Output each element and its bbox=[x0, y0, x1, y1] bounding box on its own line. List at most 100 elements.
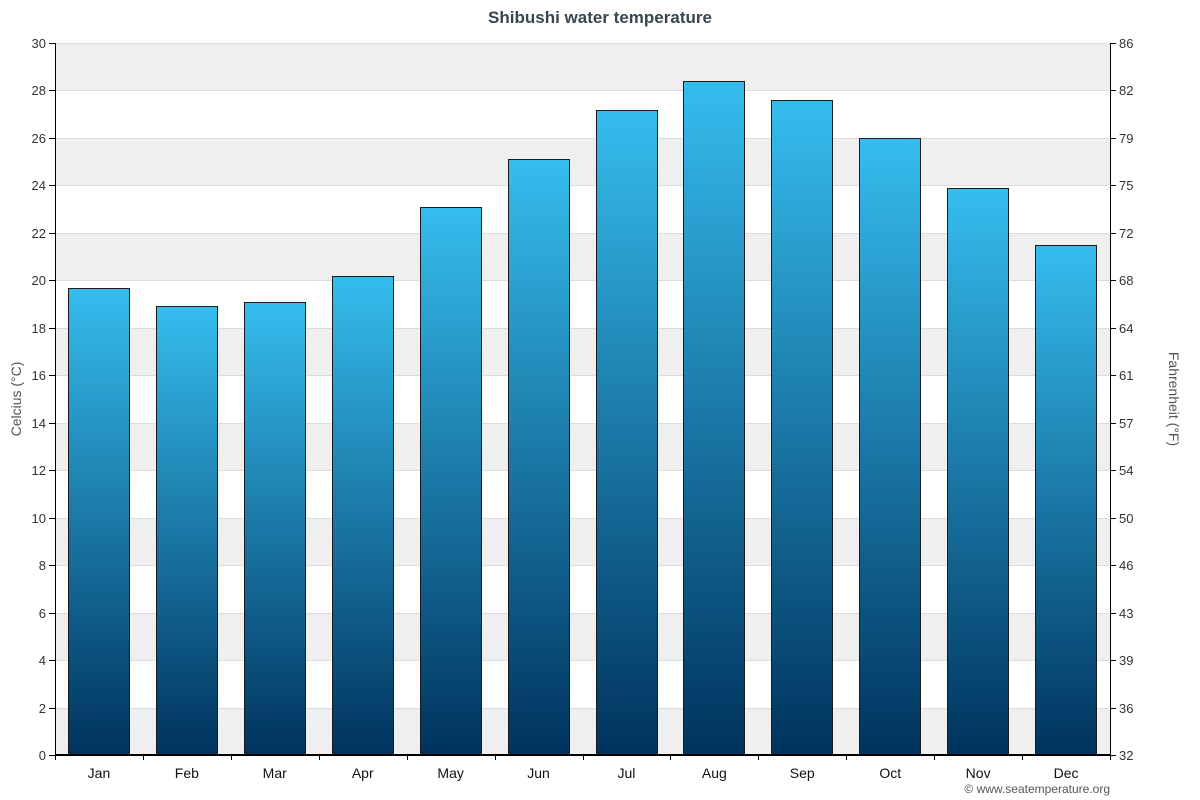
y-tick-left bbox=[49, 232, 55, 234]
bar-apr[interactable] bbox=[331, 275, 394, 755]
plot-band bbox=[55, 422, 1110, 471]
bar-may[interactable] bbox=[419, 206, 482, 755]
y-tick-right bbox=[1110, 185, 1116, 187]
x-tick-label: Jul bbox=[617, 765, 636, 781]
y-tick-left bbox=[49, 707, 55, 709]
y-tick-left bbox=[49, 185, 55, 187]
gridline bbox=[55, 232, 1110, 234]
gridline bbox=[55, 707, 1110, 709]
x-tick bbox=[142, 755, 144, 760]
y-tick-label-fahrenheit: 75 bbox=[1119, 178, 1134, 194]
y-tick-label-celsius: 0 bbox=[38, 748, 46, 763]
bar-oct[interactable] bbox=[859, 137, 922, 755]
bar-aug[interactable] bbox=[683, 81, 746, 755]
x-tick bbox=[406, 755, 408, 760]
x-tick bbox=[934, 755, 936, 760]
y-tick-right bbox=[1110, 280, 1116, 282]
y-tick-label-celsius: 24 bbox=[31, 178, 46, 194]
x-tick-label: Nov bbox=[965, 765, 991, 781]
bar-mar[interactable] bbox=[243, 301, 306, 755]
y-tick-label-celsius: 4 bbox=[38, 653, 46, 669]
y-tick-label-fahrenheit: 46 bbox=[1119, 558, 1134, 574]
bar-nov[interactable] bbox=[947, 187, 1010, 755]
y-tick-label-fahrenheit: 36 bbox=[1119, 700, 1134, 716]
plot-band bbox=[55, 707, 1110, 755]
y-tick-left bbox=[49, 90, 55, 92]
y-tick-label-celsius: 20 bbox=[31, 273, 46, 289]
y-tick-left bbox=[49, 422, 55, 424]
bar-sep[interactable] bbox=[771, 100, 834, 755]
y-tick-label-celsius: 16 bbox=[31, 368, 46, 384]
y-tick-right bbox=[1110, 422, 1116, 424]
y-tick-right bbox=[1110, 660, 1116, 662]
x-tick-label: Oct bbox=[879, 765, 902, 781]
bar-jan[interactable] bbox=[68, 287, 130, 755]
gridline bbox=[55, 422, 1110, 424]
y-tick-left bbox=[49, 470, 55, 472]
x-axis-bottom bbox=[55, 754, 1111, 756]
y-tick-label-fahrenheit: 50 bbox=[1119, 510, 1134, 526]
plot-band bbox=[55, 517, 1110, 566]
plot-band bbox=[55, 137, 1110, 186]
y-tick-right bbox=[1110, 565, 1116, 567]
x-tick-label: Mar bbox=[262, 765, 287, 781]
y-tick-left bbox=[49, 327, 55, 329]
y-tick-label-fahrenheit: 86 bbox=[1119, 36, 1134, 51]
y-tick-left bbox=[49, 565, 55, 567]
x-tick-label: Jun bbox=[527, 765, 550, 781]
y-tick-label-celsius: 2 bbox=[38, 700, 46, 716]
plot-band bbox=[55, 565, 1110, 613]
gridline bbox=[55, 660, 1110, 662]
x-tick bbox=[318, 755, 320, 760]
y-tick-label-celsius: 6 bbox=[38, 605, 46, 621]
x-tick bbox=[1110, 755, 1111, 760]
y-tick-right bbox=[1110, 470, 1116, 472]
x-tick-label: Aug bbox=[701, 765, 727, 781]
y-axis-right bbox=[1110, 43, 1111, 755]
y-tick-label-fahrenheit: 57 bbox=[1119, 415, 1134, 431]
gridline bbox=[55, 517, 1110, 519]
bar-jun[interactable] bbox=[507, 159, 570, 755]
y-tick-label-fahrenheit: 61 bbox=[1119, 368, 1134, 384]
gridline bbox=[55, 43, 1110, 44]
y-tick-left bbox=[49, 755, 55, 756]
y-tick-label-celsius: 26 bbox=[31, 130, 46, 146]
y-tick-label-fahrenheit: 54 bbox=[1119, 463, 1134, 479]
y-tick-label-celsius: 28 bbox=[31, 83, 46, 99]
y-tick-label-celsius: 10 bbox=[31, 510, 46, 526]
plot-band bbox=[55, 43, 1110, 91]
plot-band bbox=[55, 280, 1110, 328]
y-axis-left bbox=[55, 43, 56, 755]
y-tick-label-celsius: 12 bbox=[31, 463, 46, 479]
y-tick-right bbox=[1110, 232, 1116, 234]
y-tick-right bbox=[1110, 517, 1116, 519]
y-tick-right bbox=[1110, 90, 1116, 92]
plot-band bbox=[55, 612, 1110, 661]
x-tick bbox=[1022, 755, 1024, 760]
y-tick-left bbox=[49, 280, 55, 282]
bar-dec[interactable] bbox=[1035, 244, 1097, 755]
gridline bbox=[55, 280, 1110, 282]
x-tick bbox=[230, 755, 232, 760]
bar-feb[interactable] bbox=[155, 306, 218, 755]
y-tick-label-fahrenheit: 68 bbox=[1119, 273, 1134, 289]
plot-band bbox=[55, 660, 1110, 708]
chart-title: Shibushi water temperature bbox=[488, 8, 712, 27]
y-tick-left bbox=[49, 660, 55, 662]
right-axis-title: Fahrenheit (°F) bbox=[1166, 351, 1182, 447]
x-tick-label: Dec bbox=[1053, 765, 1079, 781]
bar-jul[interactable] bbox=[595, 109, 658, 755]
x-tick-label: May bbox=[437, 765, 464, 781]
gridline bbox=[55, 375, 1110, 377]
plot-band bbox=[55, 470, 1110, 518]
y-tick-right bbox=[1110, 375, 1116, 377]
gridline bbox=[55, 90, 1110, 92]
y-tick-label-fahrenheit: 39 bbox=[1119, 653, 1134, 669]
y-tick-label-celsius: 14 bbox=[31, 415, 46, 431]
gridline bbox=[55, 185, 1110, 187]
y-tick-right bbox=[1110, 612, 1116, 614]
plot-band bbox=[55, 90, 1110, 138]
plot-band bbox=[55, 327, 1110, 376]
y-tick-label-celsius: 18 bbox=[31, 320, 46, 336]
